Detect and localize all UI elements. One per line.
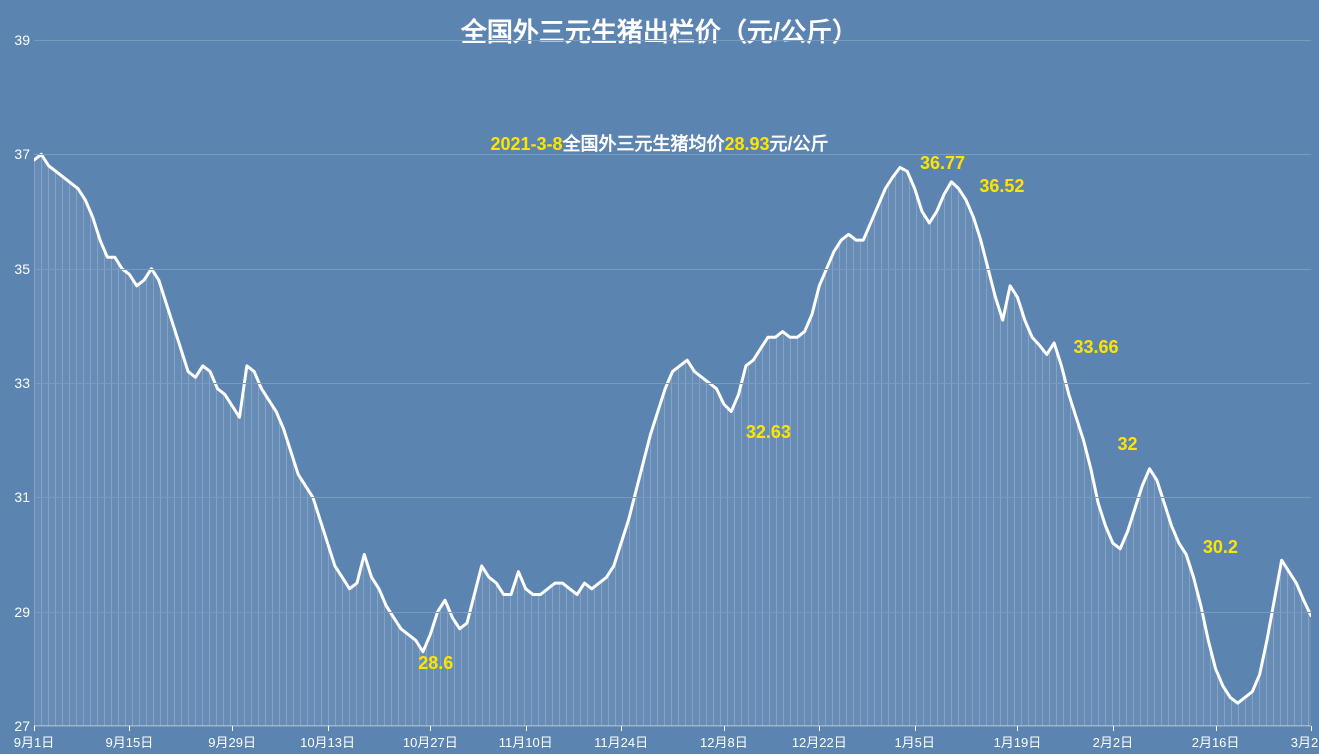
x-axis-label: 11月10日 bbox=[499, 732, 553, 751]
plot-area: 272931333537399月1日9月15日9月29日10月13日10月27日… bbox=[34, 40, 1311, 726]
x-axis-label: 11月24日 bbox=[594, 732, 648, 751]
gridline bbox=[34, 40, 1311, 41]
data-label: 33.66 bbox=[1073, 337, 1118, 358]
x-tick bbox=[1216, 726, 1217, 731]
data-label: 30.2 bbox=[1203, 537, 1238, 558]
x-tick bbox=[915, 726, 916, 731]
x-tick bbox=[232, 726, 233, 731]
y-axis-label: 31 bbox=[0, 489, 30, 505]
y-axis-label: 39 bbox=[0, 32, 30, 48]
y-axis-label: 37 bbox=[0, 146, 30, 162]
y-axis-label: 33 bbox=[0, 375, 30, 391]
data-label: 36.52 bbox=[979, 176, 1024, 197]
x-tick bbox=[1311, 726, 1312, 731]
chart-container: 全国外三元生猪出栏价（元/公斤） 2021-3-8全国外三元生猪均价28.93元… bbox=[0, 0, 1319, 754]
gridline bbox=[34, 269, 1311, 270]
x-axis-label: 2月16日 bbox=[1192, 732, 1240, 751]
x-tick bbox=[819, 726, 820, 731]
x-axis-label: 12月8日 bbox=[700, 732, 748, 751]
data-label: 36.77 bbox=[920, 153, 965, 174]
x-tick bbox=[526, 726, 527, 731]
gridline bbox=[34, 497, 1311, 498]
x-axis-label: 2月2日 bbox=[1093, 732, 1133, 751]
x-axis-label: 9月1日 bbox=[14, 732, 54, 751]
x-tick bbox=[621, 726, 622, 731]
x-axis-label: 3月2日 bbox=[1291, 732, 1319, 751]
y-axis-label: 35 bbox=[0, 261, 30, 277]
data-label: 28.6 bbox=[418, 653, 453, 674]
x-axis-label: 1月5日 bbox=[894, 732, 934, 751]
gridline bbox=[34, 383, 1311, 384]
x-tick bbox=[1017, 726, 1018, 731]
x-tick bbox=[1113, 726, 1114, 731]
gridline bbox=[34, 612, 1311, 613]
x-tick bbox=[129, 726, 130, 731]
x-tick bbox=[328, 726, 329, 731]
y-axis-label: 29 bbox=[0, 604, 30, 620]
data-label: 32 bbox=[1117, 434, 1137, 455]
x-tick bbox=[724, 726, 725, 731]
gridline bbox=[34, 154, 1311, 155]
x-axis-label: 10月27日 bbox=[403, 732, 458, 751]
x-axis-label: 9月29日 bbox=[208, 732, 256, 751]
data-label: 32.63 bbox=[746, 422, 791, 443]
x-axis-label: 12月22日 bbox=[792, 732, 847, 751]
x-axis-label: 1月19日 bbox=[994, 732, 1042, 751]
x-axis-label: 10月13日 bbox=[300, 732, 355, 751]
x-tick bbox=[34, 726, 35, 731]
gridline bbox=[34, 726, 1311, 727]
x-tick bbox=[430, 726, 431, 731]
x-axis-label: 9月15日 bbox=[106, 732, 154, 751]
